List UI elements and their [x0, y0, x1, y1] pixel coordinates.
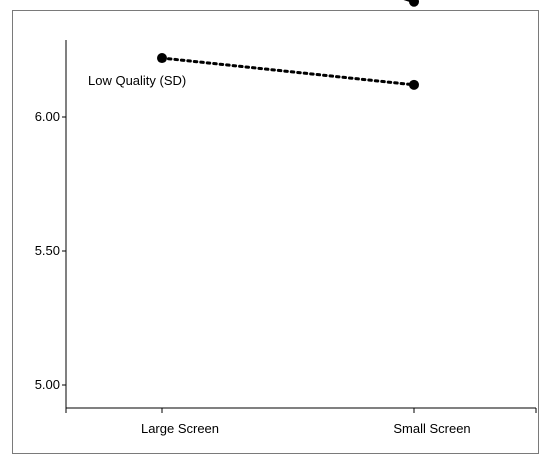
y-tick-label: 5.00: [35, 377, 60, 392]
series-layer: High Quality (HD)Low Quality (SD): [88, 0, 419, 90]
x-ticks: Large Screen Small Screen: [65, 408, 537, 436]
data-point: [157, 53, 167, 64]
data-point: [409, 0, 419, 7]
y-ticks: 7.507.006.506.005.505.00: [35, 109, 66, 392]
y-tick-label: 5.50: [35, 243, 60, 258]
series-line: [160, 56, 416, 87]
x-tick-label: Small Screen: [393, 421, 470, 436]
x-tick-label: Large Screen: [141, 421, 219, 436]
y-tick-label: 6.00: [35, 109, 60, 124]
data-point: [409, 79, 419, 90]
series-label: Low Quality (SD): [88, 73, 186, 88]
series-line: [403, 0, 415, 4]
chart-frame: [12, 10, 539, 454]
